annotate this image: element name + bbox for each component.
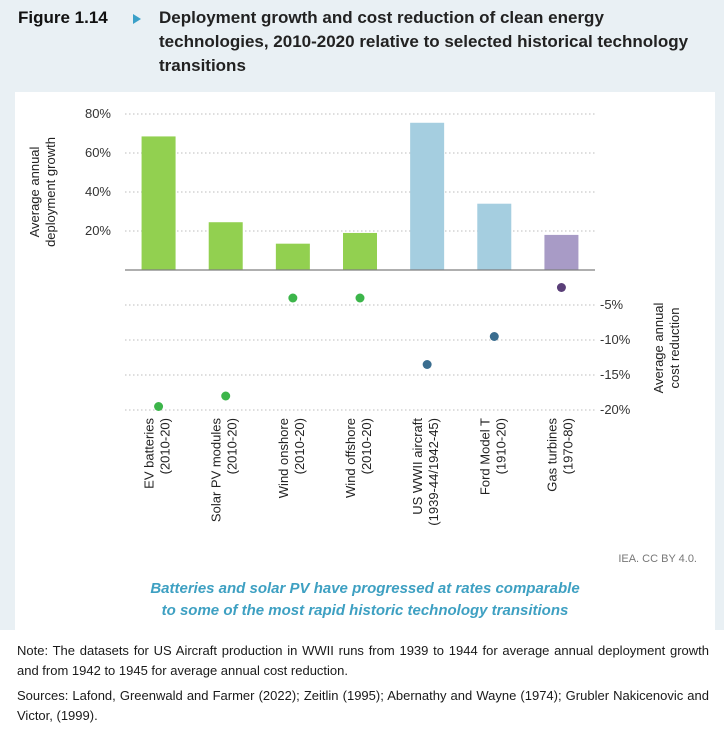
y2-axis-label-line: cost reduction xyxy=(667,308,682,389)
x-tick-label-line: Ford Model T xyxy=(477,418,492,495)
y-tick-label: 60% xyxy=(85,145,111,160)
bar xyxy=(208,222,243,270)
bar xyxy=(343,232,377,270)
bar xyxy=(275,243,310,270)
data-point xyxy=(154,402,164,411)
note-text: Note: The datasets for US Aircraft produ… xyxy=(17,643,709,678)
x-tick-label: Gas turbines(1970-80) xyxy=(544,418,575,492)
bar xyxy=(544,234,579,270)
x-tick-label-line: (2010-20) xyxy=(225,418,240,474)
figure-panel: Figure 1.14 Deployment growth and cost r… xyxy=(0,0,724,630)
x-tick-label-line: Gas turbines xyxy=(544,418,559,492)
x-tick-label: EV batteries(2010-20) xyxy=(142,418,173,489)
data-point xyxy=(489,332,499,341)
y2-tick-label: -15% xyxy=(600,367,631,382)
takeaway-line-1: Batteries and solar PV have progressed a… xyxy=(150,580,580,597)
x-tick-label-line: Solar PV modules xyxy=(209,418,224,523)
play-arrow-icon xyxy=(133,14,141,24)
x-tick-label-line: EV batteries xyxy=(142,418,157,489)
bar xyxy=(477,203,512,270)
data-point xyxy=(556,283,566,292)
data-point xyxy=(422,360,432,369)
figure-title: Deployment growth and cost reduction of … xyxy=(159,8,689,75)
takeaway-line-2: to some of the most rapid historic techn… xyxy=(161,602,569,619)
y2-tick-label: -10% xyxy=(600,332,631,347)
y2-tick-label: -5% xyxy=(600,297,624,312)
y-axis-label-line: Average annual xyxy=(27,146,42,237)
x-tick-label-line: Wind offshore xyxy=(343,418,358,498)
y-axis-label-line: deployment growth xyxy=(43,137,58,247)
x-tick-label-line: (2010-20) xyxy=(158,418,173,474)
bar xyxy=(141,136,176,270)
data-point xyxy=(221,391,231,401)
x-tick-label-line: Wind onshore xyxy=(276,418,291,498)
x-tick-label: US WWII aircraft(1939-44/1942-45) xyxy=(410,418,441,526)
y-tick-label: 40% xyxy=(85,184,111,199)
y-tick-label: 20% xyxy=(85,223,111,238)
y-tick-label: 80% xyxy=(85,106,111,121)
x-tick-label: Wind offshore(2010-20) xyxy=(343,418,374,498)
credit-text: IEA. CC BY 4.0. xyxy=(618,553,697,565)
x-tick-label-line: (1910-20) xyxy=(493,418,508,474)
x-tick-label-line: (2010-20) xyxy=(359,418,374,474)
bar xyxy=(410,122,445,271)
chart-svg: 20%40%60%80%-5%-10%-15%-20%EV batteries(… xyxy=(27,106,682,526)
y2-axis-label-line: Average annual xyxy=(651,302,666,393)
data-point xyxy=(355,293,365,303)
x-tick-label-line: US WWII aircraft xyxy=(410,418,425,515)
x-tick-label: Wind onshore(2010-20) xyxy=(276,418,307,498)
x-tick-label: Solar PV modules(2010-20) xyxy=(209,418,240,523)
y2-axis-label: Average annualcost reduction xyxy=(651,302,682,393)
x-tick-label-line: (2010-20) xyxy=(292,418,307,474)
chart-area: 20% 40% 60% 80% -5% -10% -15% -20% EV batteries(… xyxy=(15,92,715,630)
figure-label: Figure 1.14 xyxy=(18,8,108,27)
x-tick-label: Ford Model T(1910-20) xyxy=(477,418,508,495)
data-point xyxy=(288,293,298,303)
y2-tick-label: -20% xyxy=(600,402,631,417)
sources-text: Sources: Lafond, Greenwald and Farmer (2… xyxy=(17,688,709,723)
x-tick-label-line: (1939-44/1942-45) xyxy=(426,418,441,526)
takeaway-text: Batteries and solar PV have progressed a… xyxy=(15,578,715,622)
y-axis-label: Average annualdeployment growth xyxy=(27,137,58,247)
x-tick-label-line: (1970-80) xyxy=(560,418,575,474)
notes-section: Note: The datasets for US Aircraft produ… xyxy=(17,641,709,731)
